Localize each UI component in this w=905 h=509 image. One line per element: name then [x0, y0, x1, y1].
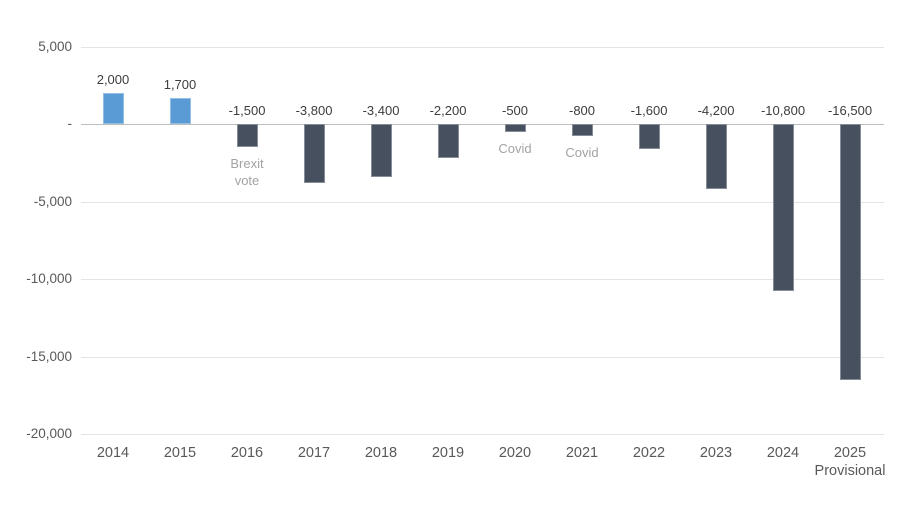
data-label-2020: -500	[501, 103, 529, 118]
x-axis-label-2017: 2017	[297, 445, 331, 461]
data-label-2021: -800	[568, 103, 596, 118]
bar-2019	[437, 124, 459, 159]
x-axis-label-2025: 2025 Provisional	[805, 444, 895, 480]
zero-gridline	[81, 124, 884, 125]
x-axis-label-2018: 2018	[364, 445, 398, 461]
data-label-2015: 1,700	[163, 76, 197, 92]
x-axis-label-2024: 2024	[766, 445, 800, 461]
bar-2024	[772, 124, 794, 292]
data-label-2022: -1,600	[630, 103, 668, 118]
gridline	[81, 46, 884, 48]
bar-2023	[705, 124, 727, 190]
data-label-2019: -2,200	[429, 103, 467, 118]
y-axis-tick-label: -10,000	[26, 271, 72, 286]
x-axis-label-2014: 2014	[96, 445, 130, 461]
bar-2021	[571, 124, 593, 137]
annotation-2016: Brexit vote	[230, 156, 264, 189]
bar-2020	[504, 124, 526, 132]
annotation-2020: Covid	[498, 140, 532, 156]
x-axis-label-2021: 2021	[565, 445, 599, 461]
y-axis-tick-label: -20,000	[26, 426, 72, 441]
gridline	[81, 434, 884, 435]
bar-2016	[236, 124, 258, 148]
data-label-2023: -4,200	[697, 103, 735, 118]
y-axis-tick-label: -5,000	[33, 193, 72, 209]
x-axis-sublabel-2025: Provisional	[814, 463, 886, 479]
x-axis-label-2020: 2020	[498, 445, 532, 461]
y-axis-tick-label: -15,000	[26, 348, 72, 364]
gridline	[81, 279, 884, 280]
y-axis-tick-label: -	[67, 116, 73, 131]
x-axis-label-2019: 2019	[431, 445, 465, 461]
data-label-2016: -1,500	[228, 103, 266, 118]
bar-2022	[638, 124, 660, 149]
data-label-2018: -3,400	[362, 103, 400, 118]
data-label-2024: -10,800	[760, 103, 806, 118]
x-axis-label-2022: 2022	[632, 445, 666, 461]
x-axis-label-2015: 2015	[163, 445, 197, 461]
bar-2015	[169, 97, 191, 124]
bar-2017	[303, 124, 325, 183]
x-axis-label-2016: 2016	[230, 445, 264, 461]
bar-2014	[102, 93, 124, 124]
x-axis-label-2023: 2023	[699, 445, 733, 461]
bar-2025	[839, 124, 861, 380]
data-label-2014: 2,000	[96, 72, 130, 87]
bar-2018	[370, 124, 392, 177]
annotation-2021: Covid	[565, 145, 599, 161]
data-label-2017: -3,800	[295, 103, 333, 118]
gridline	[81, 201, 884, 203]
gridline	[81, 356, 884, 358]
data-label-2025: -16,500	[827, 103, 873, 118]
y-axis-tick-label: 5,000	[38, 38, 72, 54]
